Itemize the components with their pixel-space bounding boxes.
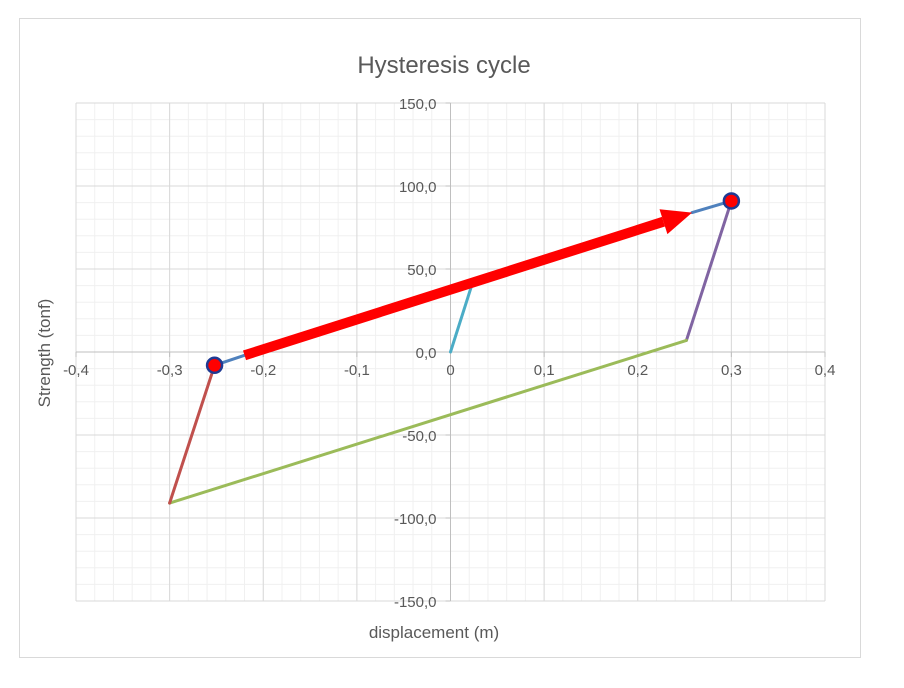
x-tick-label: 0,3 [721, 362, 742, 379]
y-tick-label: 50,0 [407, 262, 436, 279]
y-tick-label: -150,0 [394, 594, 437, 611]
data-markers [205, 192, 741, 375]
x-tick-label: -0,3 [157, 362, 183, 379]
data-marker-2 [722, 192, 741, 210]
y-tick-label: 150,0 [399, 96, 437, 113]
arrow-shaft-1 [243, 216, 665, 361]
arrow-head-1 [659, 209, 693, 235]
series-line-4 [168, 338, 688, 505]
x-tick-label: 0,4 [815, 362, 836, 379]
y-tick-label: 0,0 [416, 345, 437, 362]
y-tick-label: -100,0 [394, 511, 437, 528]
x-axis-title: displacement (m) [369, 623, 499, 642]
chart-area: Hysteresis cycle -0,4 -0,3 -0,2 -0,1 0 0,1 0,2… [19, 18, 861, 658]
series-line-1 [449, 285, 473, 354]
x-tick-label: -0,2 [250, 362, 276, 379]
y-tick-label: -50,0 [402, 428, 436, 445]
series-line-5 [168, 363, 217, 505]
y-axis-title: Strength (tonf) [35, 299, 54, 408]
data-marker-1 [205, 356, 224, 375]
chart-title: Hysteresis cycle [357, 52, 530, 79]
tick-labels: -0,4 -0,3 -0,2 -0,1 0 0,1 0,2 0,3 0,4 150,0 100,0 5… [63, 96, 835, 611]
x-tick-label: 0,1 [534, 362, 555, 379]
series-lines [168, 199, 733, 505]
annotation-arrows [243, 209, 693, 361]
series-line-3 [684, 199, 733, 342]
x-tick-label: -0,4 [63, 362, 89, 379]
x-tick-label: -0,1 [344, 362, 370, 379]
hysteresis-chart: Hysteresis cycle -0,4 -0,3 -0,2 -0,1 0 0,1 0,2… [35, 52, 835, 642]
x-tick-label: 0,2 [627, 362, 648, 379]
y-tick-label: 100,0 [399, 179, 437, 196]
x-tick-label: 0 [446, 362, 454, 379]
